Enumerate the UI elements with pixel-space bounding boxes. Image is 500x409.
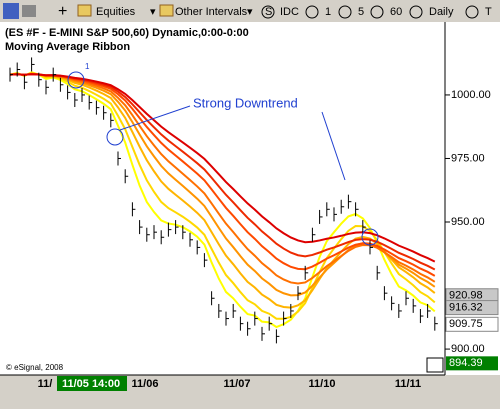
- y-tick-label: 950.00: [451, 216, 485, 228]
- price-marker: [445, 300, 499, 316]
- i-icon: [370, 5, 384, 19]
- interval-60[interactable]: 60: [390, 6, 402, 18]
- x-tick-label: 11/: [38, 378, 53, 390]
- annotation-arrow: [321, 111, 346, 181]
- ribbon-line: [9, 71, 436, 329]
- y-tick-label: 900.00: [451, 343, 485, 355]
- ribbon-line: [9, 72, 436, 285]
- i-icon: [305, 5, 319, 19]
- price-axis: [445, 22, 500, 375]
- annotation-circle: [67, 71, 85, 89]
- folder-icon: [159, 4, 174, 17]
- equities-menu[interactable]: Equities: [96, 6, 136, 18]
- x-tick-label: 11/11: [395, 378, 421, 390]
- annotation-circle: [106, 128, 124, 146]
- interval-5[interactable]: 5: [358, 6, 364, 18]
- annotation: 1: [85, 62, 90, 71]
- scroll-icon[interactable]: [426, 357, 444, 373]
- folder-icon: [77, 4, 92, 17]
- x-tick-label: 11/10: [309, 378, 336, 390]
- y-tick-label: 1000.00: [451, 89, 491, 101]
- link-icon[interactable]: [3, 3, 19, 19]
- i-icon: [409, 5, 423, 19]
- toolbar: [0, 0, 500, 22]
- copyright: © eSignal, 2008: [6, 363, 64, 372]
- time-marker: [57, 376, 127, 391]
- annotation: Strong Downtrend: [193, 95, 298, 110]
- i-icon: [338, 5, 352, 19]
- interval-1[interactable]: 1: [325, 6, 331, 18]
- intervals-menu[interactable]: Other Intervals: [175, 6, 248, 18]
- x-tick-label: 11/07: [224, 378, 251, 390]
- ribbon-line: [9, 72, 436, 309]
- interval-t[interactable]: T: [485, 6, 492, 18]
- annotation-arrow: [119, 105, 191, 131]
- x-tick-label: 11/06: [132, 378, 159, 390]
- price-marker: [446, 356, 498, 371]
- price-label: 894.39: [449, 357, 483, 369]
- dropdown-arrow[interactable]: ▾: [247, 6, 253, 18]
- s-icon: [261, 5, 275, 19]
- interval-daily[interactable]: Daily: [429, 6, 454, 18]
- i-icon: [465, 5, 479, 19]
- chart-title: (ES #F - E-MINI S&P 500,60) Dynamic,0:00…: [5, 27, 249, 39]
- y-tick-label: 975.00: [451, 152, 485, 164]
- x-tick-label: 11/05 14:00: [62, 378, 120, 390]
- chart-subtitle: Moving Average Ribbon: [5, 41, 130, 53]
- price-marker: [445, 316, 499, 332]
- price-label: 916.32: [449, 302, 483, 314]
- idc-button[interactable]: IDC: [280, 6, 299, 18]
- dropdown-arrow[interactable]: ▾: [150, 6, 156, 18]
- plus-icon[interactable]: +: [58, 3, 67, 20]
- price-label: 920.98: [449, 290, 483, 302]
- price-label: 909.75: [449, 318, 483, 330]
- s-letter: S: [265, 6, 272, 18]
- plot-area: [0, 22, 445, 375]
- annotation-circle: [361, 228, 379, 246]
- print-icon[interactable]: [22, 5, 36, 17]
